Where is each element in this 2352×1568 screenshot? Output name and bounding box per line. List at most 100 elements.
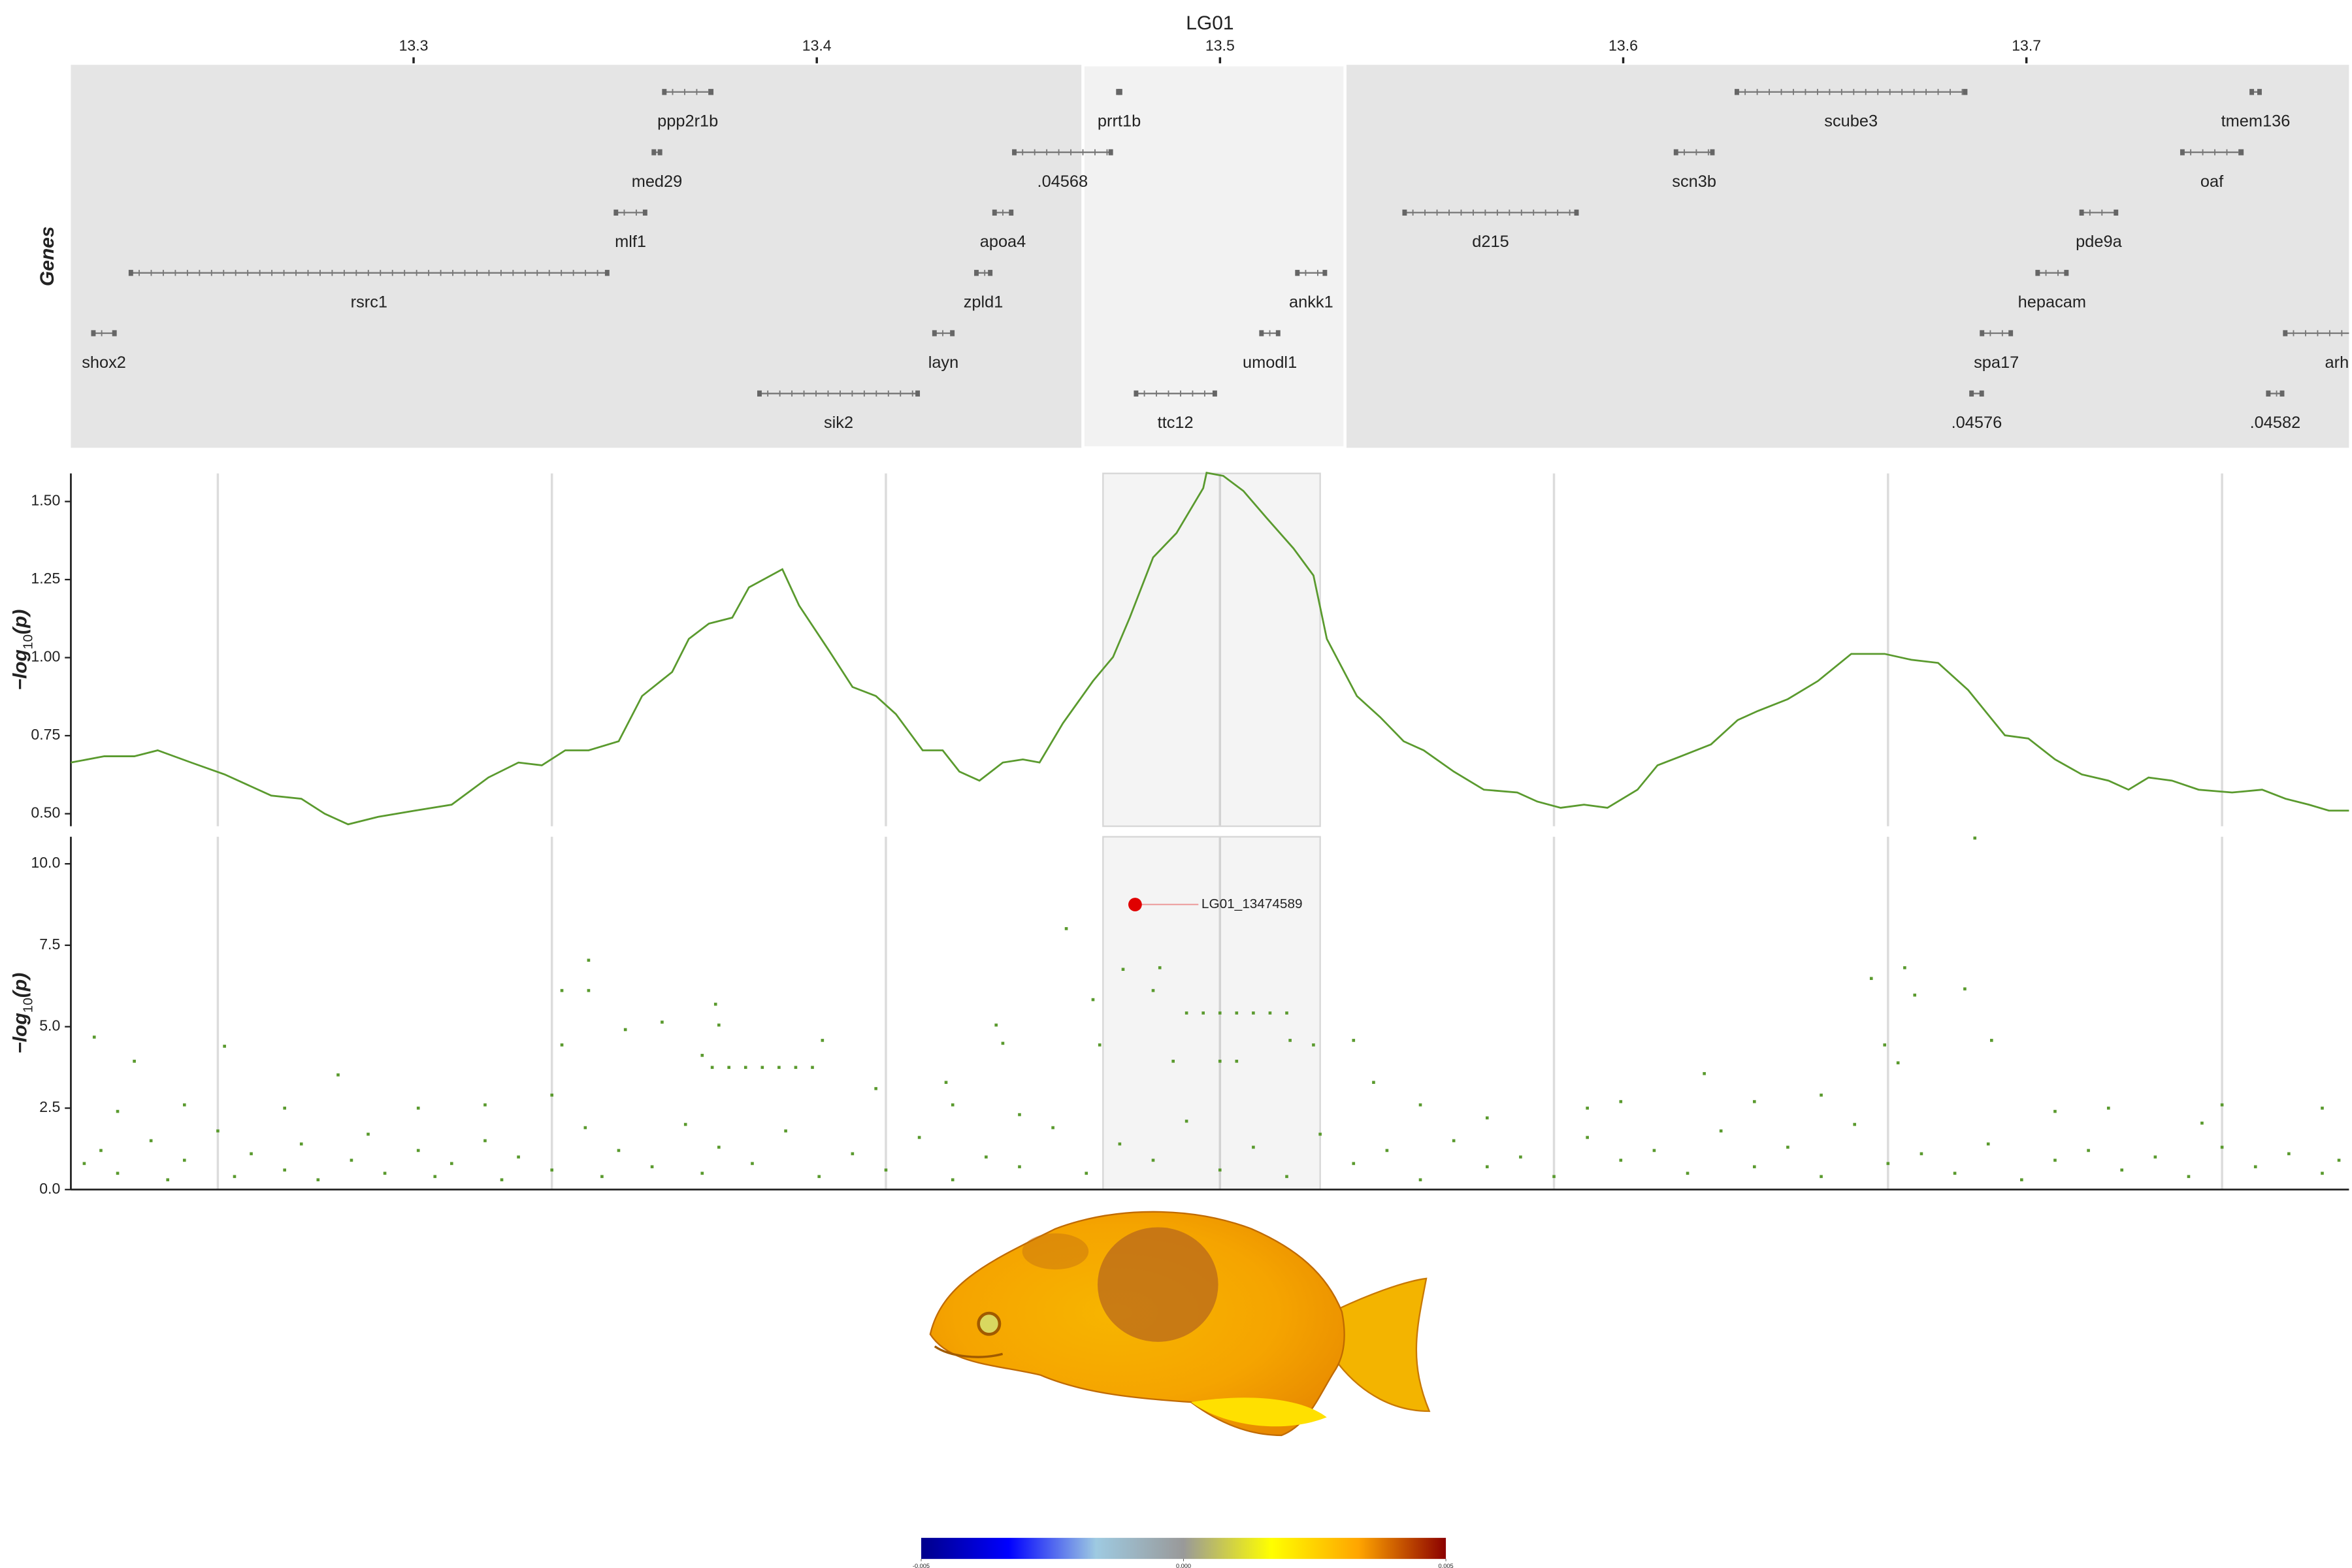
point (811, 1066, 814, 1070)
gene-label: scn3b (1672, 172, 1716, 191)
gene-label: shox2 (82, 353, 126, 372)
gene-label: umodl1 (1243, 353, 1297, 372)
point (250, 1152, 253, 1156)
gene-end (2239, 149, 2244, 155)
point (350, 1158, 353, 1162)
point (1151, 1158, 1155, 1162)
gene-label: ankk1 (1289, 293, 1333, 312)
point (1820, 1175, 1823, 1179)
point (1586, 1135, 1589, 1139)
gene-end (2266, 390, 2271, 397)
point (1018, 1165, 1021, 1169)
point (2337, 1158, 2341, 1162)
x-tick-label: 13.5 (1205, 37, 1235, 54)
point (1452, 1139, 1456, 1143)
gene-end (2008, 330, 2014, 336)
point (1986, 1142, 1990, 1146)
y-axis-label: −log10(p) (9, 973, 35, 1054)
point (700, 1171, 704, 1175)
point (550, 1168, 554, 1172)
point (1586, 1106, 1589, 1110)
point (2321, 1106, 2324, 1110)
gene-label: layn (928, 353, 959, 372)
y-tick-label: 1.00 (31, 648, 60, 665)
point (760, 1066, 764, 1070)
point (817, 1175, 821, 1179)
highlight-region (1102, 472, 1321, 827)
point (884, 1168, 888, 1172)
point (367, 1132, 370, 1136)
point (182, 1103, 186, 1107)
point (1171, 1060, 1175, 1063)
gene-end (128, 270, 133, 276)
y-tick-label: 7.5 (39, 936, 60, 953)
point (1288, 1039, 1292, 1042)
point (2220, 1145, 2224, 1149)
gene-end (1322, 270, 1328, 276)
point (1753, 1165, 1756, 1169)
point (1051, 1126, 1054, 1130)
highlight-region (1102, 836, 1321, 1190)
point (1218, 1011, 1222, 1015)
point (717, 1023, 721, 1027)
point (951, 1178, 955, 1182)
point (1121, 968, 1125, 972)
highlight-point (1128, 898, 1142, 911)
point (1312, 1043, 1315, 1047)
point (1883, 1043, 1887, 1047)
point (416, 1106, 420, 1110)
gene-label: rsrc1 (351, 293, 387, 312)
genes: ppp2r1b prrt1b scube3 tmem136 med29 .04568 scn… (82, 89, 2349, 432)
point (1652, 1149, 1656, 1152)
point (600, 1175, 604, 1179)
gene-end (1275, 330, 1281, 336)
point (2053, 1109, 2057, 1113)
gene-end (757, 390, 762, 397)
point (1158, 966, 1162, 970)
gene-end (1009, 209, 1014, 216)
point (450, 1162, 453, 1166)
gene-end (1212, 390, 1217, 397)
point (2287, 1152, 2291, 1156)
gene-end (1259, 330, 1264, 336)
point (1201, 1011, 1205, 1015)
y-tick-label: 0.75 (31, 726, 60, 743)
point (1903, 966, 1906, 970)
y-axis-label-part: −log (9, 649, 31, 691)
colorbar (921, 1537, 1446, 1560)
point (2153, 1155, 2157, 1159)
gene-end (988, 270, 993, 276)
point (650, 1165, 654, 1169)
point (383, 1171, 387, 1175)
y-tick-label: 1.50 (31, 492, 60, 509)
gene-end (1735, 89, 1739, 95)
point (560, 988, 564, 992)
point (1184, 1119, 1188, 1123)
point (149, 1139, 153, 1143)
gene-end (2249, 89, 2255, 95)
point (550, 1093, 554, 1097)
gene-end (1012, 149, 1017, 155)
point (700, 1054, 704, 1057)
point (1018, 1113, 1021, 1117)
gene-label: med29 (632, 172, 683, 191)
point (784, 1129, 787, 1133)
point (1252, 1145, 1255, 1149)
point (1151, 988, 1155, 992)
point (1235, 1060, 1239, 1063)
point (2020, 1178, 2023, 1182)
gene-end (1980, 330, 1985, 336)
point (1218, 1060, 1222, 1063)
point (1886, 1162, 1890, 1166)
point-label: LG01_13474589 (1201, 896, 1303, 911)
point (1990, 1039, 1993, 1042)
chart-title: LG01 (1186, 12, 1233, 34)
point (1118, 1142, 1122, 1146)
y-axis-label-part: 10 (20, 998, 35, 1013)
point (710, 1066, 714, 1070)
point (727, 1066, 730, 1070)
point (944, 1081, 948, 1085)
y-axis-label-part: (p) (9, 973, 31, 998)
